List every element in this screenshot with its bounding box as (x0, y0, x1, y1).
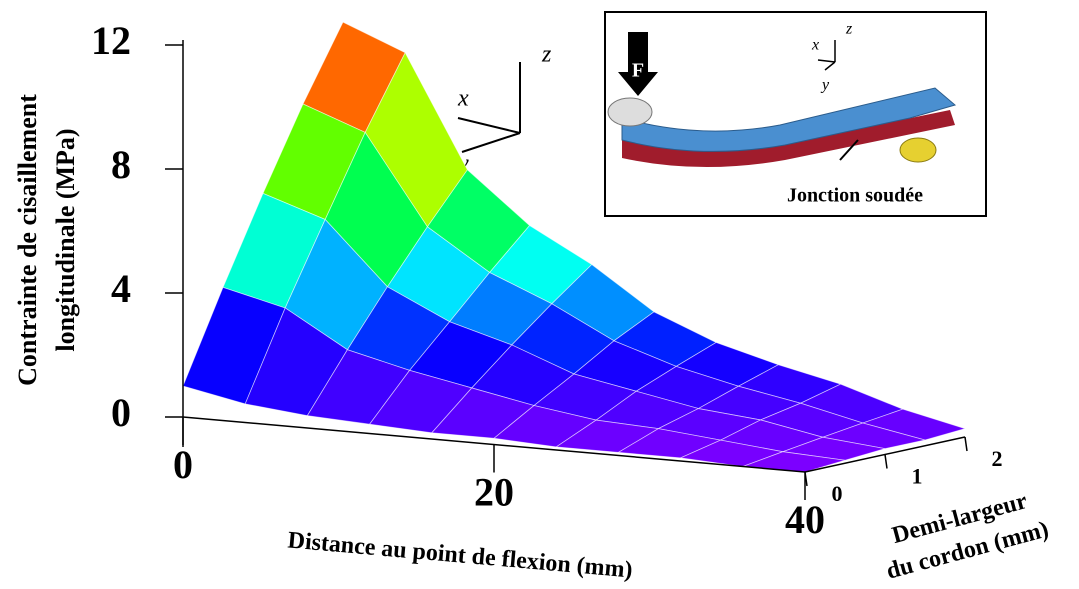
inset-triad (817, 40, 836, 71)
x-tick-label: 20 (474, 470, 514, 515)
surface (182, 21, 967, 473)
inset-axis-label: x (811, 37, 819, 54)
triad-label: z (541, 42, 552, 68)
inset-axis-label: z (845, 21, 853, 38)
y-tick-label: 1 (912, 464, 923, 489)
z-axis-title: Contrainte de cisaillement (13, 94, 42, 386)
x-tick-label: 40 (785, 497, 825, 542)
y-tick (964, 436, 968, 452)
force-label: F (632, 60, 644, 82)
pointer (839, 139, 859, 161)
y-tick-label: 0 (832, 481, 843, 506)
y-tick (804, 471, 808, 487)
triad: x y z (456, 42, 552, 177)
beam-bottom (622, 110, 955, 168)
inset-caption: Jonction soudée (787, 185, 923, 207)
roller (607, 97, 653, 127)
beam-top (621, 87, 957, 152)
z-tick-label: 8 (111, 142, 131, 187)
x-tick-label: 0 (173, 442, 193, 487)
y-tick-label: 2 (992, 446, 1003, 471)
inset: F x y z Jonction soudée (604, 11, 987, 217)
z-tick-label: 12 (91, 18, 131, 63)
z-axis-title: longitudinale (MPa) (51, 128, 80, 351)
y-tick (884, 454, 888, 469)
roller (899, 137, 937, 163)
z-tick-label: 0 (111, 390, 131, 435)
force-arrow (618, 32, 658, 96)
x-axis-title: Distance au point de flexion (mm) (287, 527, 634, 583)
z-tick-label: 4 (111, 266, 131, 311)
inset-axis-label: y (820, 77, 830, 94)
triad-lines (457, 62, 521, 153)
triad-label: x (457, 86, 469, 112)
